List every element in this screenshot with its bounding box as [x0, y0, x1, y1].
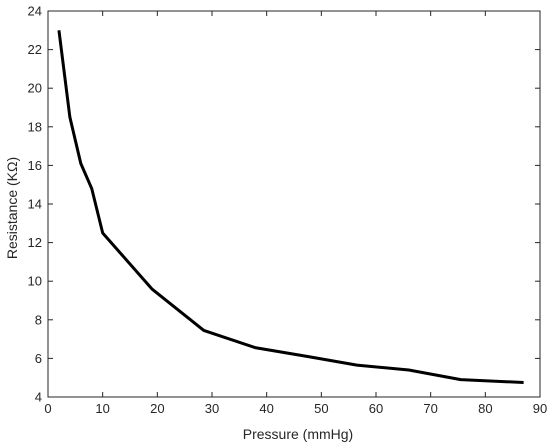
x-tick-label: 40 [259, 401, 273, 416]
x-tick-label: 0 [44, 401, 51, 416]
y-tick-label: 6 [35, 351, 42, 366]
x-tick-label: 50 [314, 401, 328, 416]
y-tick-label: 8 [35, 312, 42, 327]
x-tick-label: 70 [423, 401, 437, 416]
x-axis-label: Pressure (mmHg) [243, 426, 353, 442]
x-tick-label: 20 [150, 401, 164, 416]
y-tick-label: 16 [28, 158, 42, 173]
y-axis-ticks: 4 6 8 10 12 14 16 18 20 22 24 [28, 4, 540, 405]
y-tick-label: 10 [28, 274, 42, 289]
y-tick-label: 18 [28, 119, 42, 134]
plot-frame [47, 10, 541, 398]
x-tick-label: 90 [533, 401, 547, 416]
series-line [57, 30, 524, 385]
y-tick-label: 4 [35, 390, 42, 405]
y-axis-label: Resistance (KΩ) [4, 157, 20, 259]
plot-area [47, 10, 541, 398]
y-tick-label: 20 [28, 81, 42, 96]
y-tick-label: 24 [28, 4, 42, 19]
x-tick-label: 80 [478, 401, 492, 416]
x-tick-label: 10 [95, 401, 109, 416]
y-tick-label: 22 [28, 42, 42, 57]
x-tick-label: 60 [369, 401, 383, 416]
y-tick-label: 14 [28, 197, 42, 212]
x-axis-ticks: 0 10 20 30 40 50 60 70 80 90 [44, 11, 547, 416]
x-tick-label: 30 [205, 401, 219, 416]
y-tick-label: 12 [28, 235, 42, 250]
